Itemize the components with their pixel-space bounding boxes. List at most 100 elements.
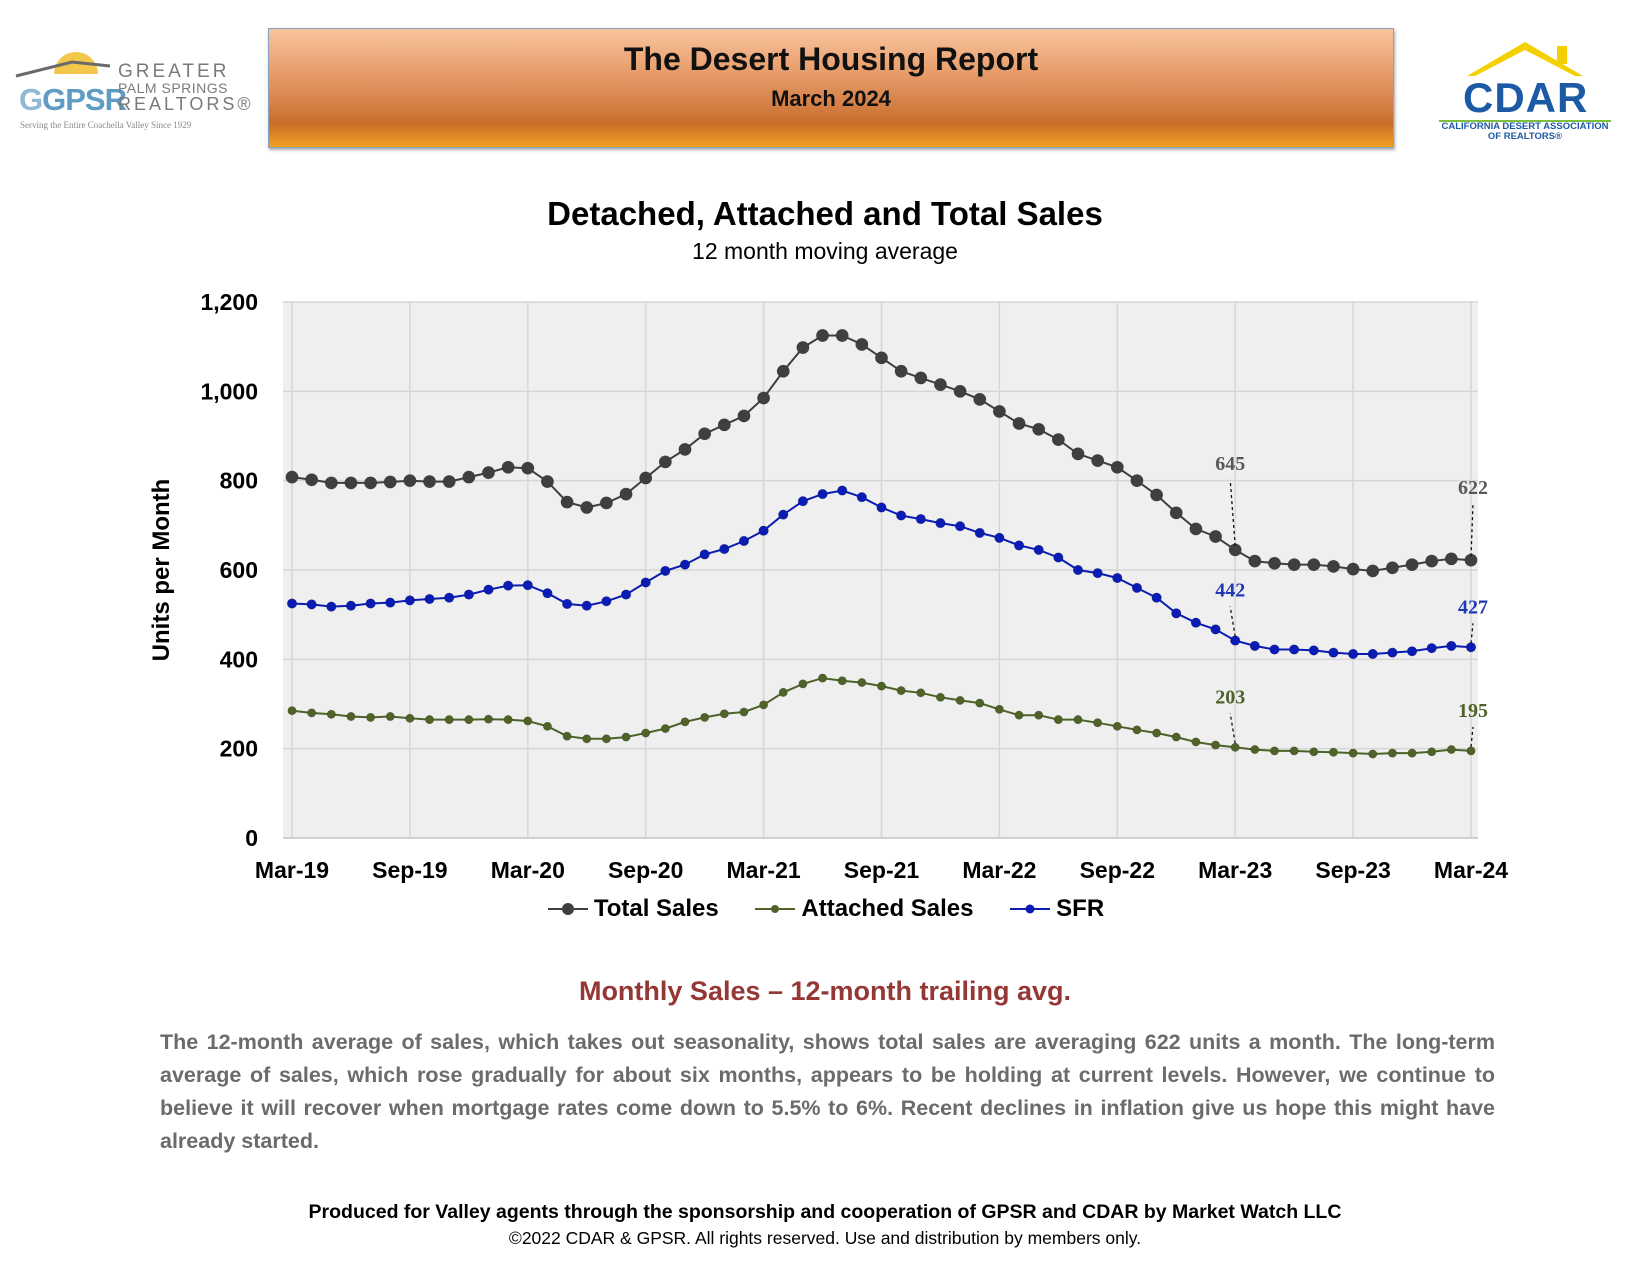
- annotation-leader: [1229, 606, 1236, 637]
- data-point-sfr: [463, 589, 474, 600]
- data-point-total-sales: [324, 476, 338, 490]
- data-point-attached-sales: [542, 721, 552, 731]
- data-point-attached-sales: [1328, 747, 1338, 757]
- data-point-attached-sales: [1171, 732, 1181, 742]
- data-point-total-sales: [285, 470, 299, 484]
- legend-total-sales: Total Sales: [546, 895, 719, 923]
- data-point-attached-sales: [346, 712, 356, 722]
- chart-title: Detached, Attached and Total Sales: [547, 195, 1103, 232]
- data-point-attached-sales: [523, 716, 533, 726]
- data-point-attached-sales: [1309, 747, 1319, 757]
- data-point-total-sales: [462, 470, 476, 484]
- data-point-total-sales: [521, 461, 535, 475]
- data-point-total-sales: [717, 418, 731, 432]
- data-point-sfr: [738, 535, 750, 547]
- data-point-attached-sales: [601, 734, 611, 744]
- data-point-attached-sales: [483, 714, 493, 724]
- data-point-sfr: [1210, 624, 1221, 635]
- data-point-total-sales: [1444, 552, 1458, 566]
- data-point-total-sales: [1405, 558, 1419, 572]
- data-point-attached-sales: [582, 734, 592, 744]
- annotation-label: 195: [1458, 700, 1488, 722]
- data-point-sfr: [601, 596, 612, 607]
- data-point-attached-sales: [1270, 746, 1280, 756]
- data-point-attached-sales: [1466, 746, 1476, 756]
- gpsr-mark: GGPSR: [19, 82, 127, 117]
- data-point-attached-sales: [876, 681, 886, 691]
- data-point-total-sales: [1268, 556, 1282, 570]
- data-point-attached-sales: [307, 708, 317, 718]
- data-point-attached-sales: [994, 704, 1004, 714]
- report-title: The Desert Housing Report: [623, 41, 1039, 77]
- data-point-attached-sales: [405, 713, 415, 723]
- data-point-total-sales: [1346, 562, 1360, 576]
- chart-legend: Total Sales Attached Sales SFR: [0, 894, 1650, 923]
- annotation-leader: [1229, 479, 1236, 546]
- data-point-sfr: [1112, 572, 1123, 584]
- data-point-total-sales: [540, 475, 554, 489]
- data-point-sfr: [483, 584, 494, 595]
- data-point-attached-sales: [1368, 749, 1378, 759]
- data-point-sfr: [640, 577, 651, 588]
- data-point-attached-sales: [1250, 745, 1260, 755]
- data-point-sfr: [1092, 568, 1103, 579]
- data-point-total-sales: [1150, 488, 1164, 502]
- data-point-total-sales: [1130, 474, 1144, 488]
- data-point-sfr: [1465, 642, 1477, 653]
- data-point-total-sales: [1209, 529, 1223, 543]
- data-point-sfr: [1190, 617, 1201, 628]
- data-point-sfr: [1171, 608, 1182, 619]
- x-tick-label: Mar-23: [1198, 857, 1272, 883]
- cdar-logo: CDAR CALIFORNIA DESERT ASSOCIATION OF RE…: [1425, 38, 1625, 148]
- data-point-attached-sales: [1152, 728, 1162, 738]
- data-point-attached-sales: [1093, 718, 1103, 728]
- data-point-total-sales: [501, 460, 515, 474]
- data-point-sfr: [915, 513, 926, 525]
- y-tick-label: 1,000: [200, 378, 258, 404]
- data-point-sfr: [522, 580, 533, 591]
- data-point-sfr: [719, 543, 730, 555]
- data-point-sfr: [306, 599, 317, 610]
- x-tick-label: Sep-20: [608, 857, 683, 883]
- y-tick-label: 800: [220, 468, 258, 494]
- data-point-sfr: [1328, 647, 1339, 658]
- data-point-sfr: [1230, 635, 1241, 646]
- data-point-attached-sales: [366, 712, 376, 722]
- data-point-sfr: [1406, 646, 1418, 657]
- gpsr-line1: GREATER: [118, 61, 230, 82]
- data-point-sfr: [954, 521, 966, 532]
- data-point-sfr: [365, 598, 376, 609]
- data-point-sfr: [1347, 648, 1359, 660]
- x-tick-label: Mar-21: [727, 857, 801, 883]
- data-point-sfr: [797, 496, 809, 507]
- data-point-sfr: [1446, 640, 1457, 652]
- y-tick-label: 1,200: [200, 289, 258, 315]
- data-point-attached-sales: [641, 728, 651, 738]
- data-point-total-sales: [835, 328, 849, 342]
- annotation-label: 622: [1458, 477, 1488, 499]
- data-point-sfr: [326, 601, 337, 612]
- data-point-total-sales: [619, 487, 633, 501]
- data-point-total-sales: [992, 404, 1006, 418]
- data-point-sfr: [1426, 643, 1437, 654]
- data-point-attached-sales: [1191, 737, 1201, 747]
- data-point-attached-sales: [1289, 746, 1299, 756]
- x-tick-label: Mar-19: [255, 857, 329, 883]
- data-point-attached-sales: [444, 715, 454, 725]
- data-point-sfr: [856, 492, 867, 503]
- gpsr-logo: GGPSR GREATER PALM SPRINGS REALTORS® Ser…: [14, 52, 251, 132]
- data-point-attached-sales: [562, 731, 572, 741]
- data-point-sfr: [778, 509, 789, 520]
- data-point-total-sales: [1071, 447, 1085, 461]
- report-date: March 2024: [771, 86, 891, 111]
- x-tick-label: Sep-23: [1315, 857, 1390, 883]
- data-point-total-sales: [953, 384, 967, 398]
- data-point-attached-sales: [385, 712, 395, 722]
- data-point-total-sales: [776, 364, 790, 378]
- data-point-attached-sales: [1230, 742, 1240, 752]
- data-point-total-sales: [1012, 416, 1026, 430]
- data-point-total-sales: [678, 442, 692, 456]
- data-point-total-sales: [1091, 454, 1105, 468]
- data-point-total-sales: [1169, 506, 1183, 520]
- data-point-sfr: [1387, 647, 1398, 658]
